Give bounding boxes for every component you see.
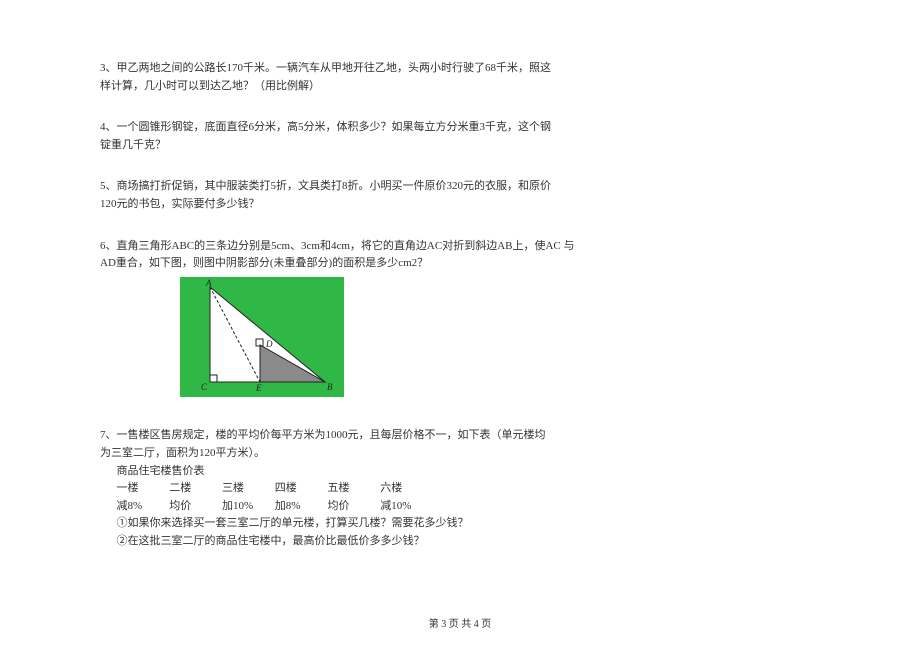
problem-4-line2: 锭重几千克？ [100, 137, 820, 155]
problem-7-q1: ①如果你来选择买一套三室二厅的单元楼，打算买几楼？需要花多少钱？ [100, 515, 820, 533]
svg-text:D: D [265, 339, 273, 349]
table-title: 商品住宅楼售价表 [100, 463, 820, 481]
row-c6: 减10% [380, 498, 430, 516]
row-c1: 减8% [117, 498, 167, 516]
row-c5: 均价 [328, 498, 378, 516]
problem-4: 4、一个圆锥形钢锭，底面直径6分米，高5分米，体积多少？如果每立方分米重3千克，… [100, 119, 820, 154]
problem-5-line1: 5、商场搞打折促销，其中服装类打5折，文具类打8折。小明买一件原价320元的衣服… [100, 178, 820, 196]
row-c2: 均价 [169, 498, 219, 516]
svg-text:C: C [201, 382, 208, 392]
problem-5: 5、商场搞打折促销，其中服装类打5折，文具类打8折。小明买一件原价320元的衣服… [100, 178, 820, 213]
problem-7-line1: 7、一售楼区售房规定，楼的平均价每平方米为1000元，且每层价格不一，如下表（单… [100, 427, 820, 445]
problem-5-line2: 120元的书包，实际要付多少钱？ [100, 196, 820, 214]
triangle-diagram: A C B D E [180, 277, 344, 397]
hdr-c6: 六楼 [380, 480, 430, 498]
table-row1: 减8% 均价 加10% 加8% 均价 减10% [100, 498, 820, 516]
problem-3: 3、甲乙两地之间的公路长170千米。一辆汽车从甲地开往乙地，头两小时行驶了68千… [100, 60, 820, 95]
page-footer: 第 3 页 共 4 页 [0, 615, 920, 630]
table-header: 一楼 二楼 三楼 四楼 五楼 六楼 [100, 480, 820, 498]
problem-4-line1: 4、一个圆锥形钢锭，底面直径6分米，高5分米，体积多少？如果每立方分米重3千克，… [100, 119, 820, 137]
hdr-c3: 三楼 [222, 480, 272, 498]
hdr-c5: 五楼 [328, 480, 378, 498]
problem-3-line1: 3、甲乙两地之间的公路长170千米。一辆汽车从甲地开往乙地，头两小时行驶了68千… [100, 60, 820, 78]
problem-6-line1: 6、直角三角形ABC的三条边分别是5cm、3cm和4cm，将它的直角边AC对折到… [100, 238, 820, 256]
page-content: 3、甲乙两地之间的公路长170千米。一辆汽车从甲地开往乙地，头两小时行驶了68千… [0, 0, 920, 551]
problem-6-line2: AD重合，如下图，则图中阴影部分(未重叠部分)的面积是多少cm2？ [100, 255, 820, 273]
problem-6-figure: A C B D E [180, 277, 820, 404]
svg-text:E: E [255, 383, 262, 393]
svg-text:B: B [327, 382, 333, 392]
problem-3-line2: 样计算，几小时可以到达乙地？（用比例解） [100, 78, 820, 96]
hdr-c4: 四楼 [275, 480, 325, 498]
problem-6: 6、直角三角形ABC的三条边分别是5cm、3cm和4cm，将它的直角边AC对折到… [100, 238, 820, 404]
problem-7: 7、一售楼区售房规定，楼的平均价每平方米为1000元，且每层价格不一，如下表（单… [100, 427, 820, 550]
row-c4: 加8% [275, 498, 325, 516]
problem-7-q2: ②在这批三室二厅的商品住宅楼中，最高价比最低价多多少钱？ [100, 533, 820, 551]
svg-text:A: A [205, 278, 212, 288]
row-c3: 加10% [222, 498, 272, 516]
hdr-c1: 一楼 [117, 480, 167, 498]
problem-7-line2: 为三室二厅，面积为120平方米）。 [100, 445, 820, 463]
hdr-c2: 二楼 [169, 480, 219, 498]
